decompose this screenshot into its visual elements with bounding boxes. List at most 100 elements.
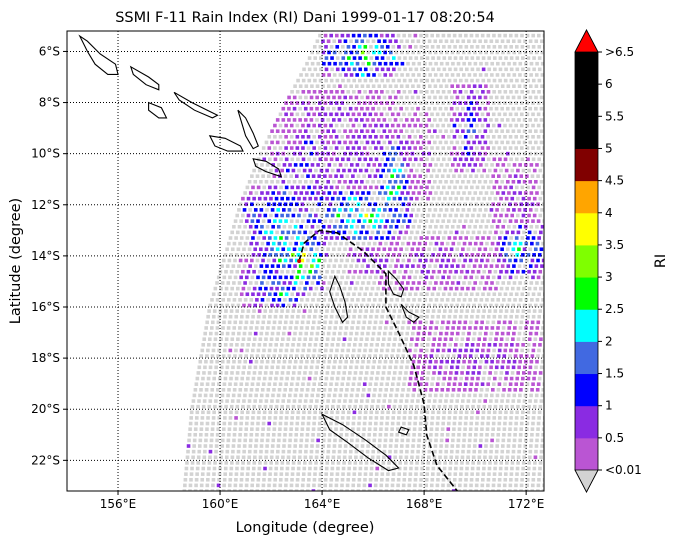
swath-cell: [310, 438, 315, 443]
swath-cell: [211, 314, 216, 319]
rain-cell: [332, 151, 336, 156]
swath-cell: [219, 455, 223, 460]
swath-cell: [224, 455, 229, 460]
swath-cell: [239, 382, 244, 386]
swath-cell: [329, 416, 334, 420]
rain-cell: [402, 275, 406, 280]
rain-cell: [372, 163, 377, 167]
swath-cell: [534, 140, 538, 145]
swath-cell: [286, 337, 291, 341]
swath-cell: [331, 371, 335, 375]
swath-cell: [206, 410, 211, 415]
swath-cell: [203, 365, 207, 370]
swath-cell: [220, 393, 225, 398]
swath-cell: [477, 230, 481, 235]
rain-cell: [462, 388, 467, 392]
swath-cell: [239, 219, 243, 223]
rain-cell: [310, 264, 314, 268]
swath-cell: [305, 388, 310, 392]
rain-cell: [407, 174, 411, 178]
swath-cell: [439, 39, 443, 44]
swath-cell: [472, 179, 476, 184]
swath-cell: [361, 326, 366, 330]
swath-cell: [235, 466, 239, 471]
swath-cell: [371, 39, 376, 44]
swath-cell: [223, 314, 227, 319]
swath-cell: [452, 483, 457, 488]
rain-cell: [307, 185, 311, 190]
swath-cell: [486, 477, 491, 482]
swath-cell: [414, 410, 418, 415]
rain-cell: [273, 157, 278, 162]
rain-cell: [390, 101, 395, 105]
swath-cell: [458, 185, 463, 190]
rain-cell: [390, 146, 395, 150]
swath-cell: [503, 33, 507, 38]
swath-cell: [293, 359, 298, 364]
swath-cell: [338, 73, 343, 77]
swath-cell: [328, 354, 333, 358]
swath-cell: [537, 376, 542, 381]
swath-cell: [326, 331, 331, 336]
swath-cell: [362, 275, 367, 280]
rain-cell: [244, 219, 249, 223]
rain-cell: [511, 247, 516, 252]
swath-cell: [373, 388, 377, 392]
swath-cell: [539, 303, 544, 308]
swath-cell: [541, 326, 544, 330]
swath-cell: [231, 449, 235, 454]
swath-cell: [287, 365, 291, 370]
rain-cell: [489, 208, 494, 212]
rain-cell: [186, 444, 191, 448]
swath-cell: [508, 354, 512, 358]
rain-cell: [508, 382, 513, 386]
rain-cell: [241, 269, 245, 274]
swath-cell: [224, 309, 228, 313]
swath-cell: [384, 354, 389, 358]
swath-cell: [221, 489, 226, 491]
rain-cell: [445, 438, 450, 443]
swath-cell: [514, 123, 518, 128]
rain-cell: [513, 202, 518, 207]
swath-cell: [544, 270, 548, 274]
swath-cell: [384, 241, 388, 246]
rain-cell: [413, 90, 418, 94]
rain-cell: [374, 45, 379, 49]
rain-cell: [377, 95, 381, 100]
swath-cell: [482, 269, 486, 274]
swath-cell: [210, 354, 215, 358]
rain-cell: [495, 163, 500, 167]
swath-cell: [431, 376, 435, 381]
swath-cell: [306, 146, 311, 150]
swath-cell: [521, 410, 525, 415]
swath-cell: [414, 78, 418, 83]
rain-cell: [516, 371, 520, 375]
rain-cell: [374, 135, 378, 139]
swath-cell: [470, 236, 474, 240]
swath-cell: [448, 56, 452, 60]
rain-cell: [292, 129, 297, 133]
coastline: [129, 65, 160, 91]
swath-cell: [505, 118, 510, 122]
swath-cell: [315, 444, 320, 448]
swath-cell: [419, 416, 424, 420]
swath-cell: [285, 269, 290, 274]
swath-cell: [324, 410, 329, 415]
rain-cell: [481, 157, 485, 162]
rain-cell: [320, 129, 325, 133]
swath-cell: [360, 264, 365, 268]
rain-cell: [516, 269, 520, 274]
swath-cell: [397, 343, 402, 347]
rain-cell: [317, 101, 322, 105]
plot-frame: [66, 30, 545, 492]
swath-cell: [540, 84, 544, 88]
rain-cell: [447, 236, 452, 240]
swath-cell: [347, 376, 351, 381]
rain-cell: [526, 376, 531, 381]
swath-cell: [445, 191, 449, 195]
swath-cell: [241, 371, 246, 375]
swath-cell: [390, 382, 395, 386]
swath-cell: [312, 292, 317, 297]
swath-cell: [195, 466, 200, 471]
rain-cell: [495, 208, 499, 212]
